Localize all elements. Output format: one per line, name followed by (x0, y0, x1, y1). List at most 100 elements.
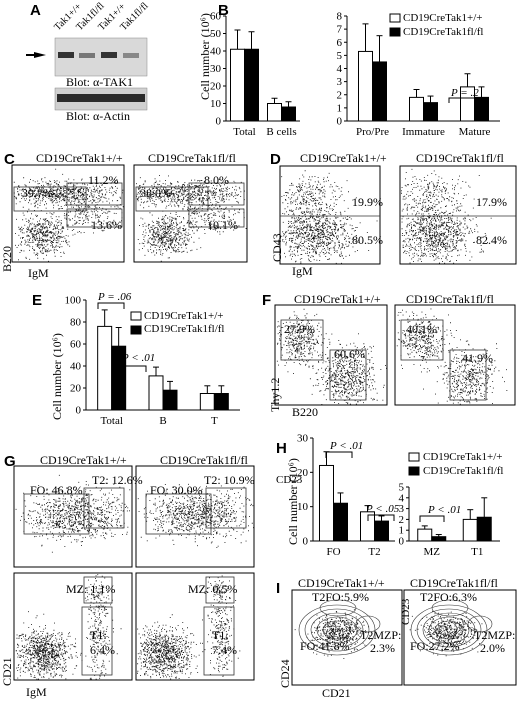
dot-cloud (40, 197, 124, 234)
plot-frame (11, 164, 125, 263)
x-axis-label: IgM (28, 266, 49, 280)
gate-percent: 7.4% (212, 643, 237, 657)
y-tick-label: 10 (297, 501, 309, 513)
gate (449, 349, 487, 401)
y-tick-label: 5 (399, 482, 405, 494)
plot-frame (399, 165, 517, 265)
dot-cloud (401, 168, 480, 220)
dot-cloud (137, 483, 254, 548)
y-tick-label: 6 (337, 37, 343, 49)
x-tick-label: Immature (402, 126, 445, 138)
gate-percent: FO:41.8% (300, 639, 350, 653)
x-tick-label: B (159, 415, 166, 427)
y-tick-label: 8 (337, 11, 343, 23)
gate-percent: 2.0% (480, 641, 505, 655)
significance-bracket (448, 97, 476, 103)
plot-frame (279, 165, 381, 265)
gate (13, 186, 87, 212)
annotation: P = .06 (98, 291, 132, 303)
gate-percent: 27.9% (284, 322, 315, 336)
gate-percent: 38.0% (140, 186, 171, 200)
y-tick-label: 40 (210, 46, 222, 58)
gate-percent: 2.3% (370, 641, 395, 655)
gate (66, 208, 123, 228)
dot-cloud (15, 203, 76, 262)
contour (304, 608, 370, 652)
dot-cloud (137, 212, 202, 262)
contour (355, 615, 381, 633)
panel-letter-i: I (276, 580, 281, 597)
contour (422, 612, 476, 648)
panel-letter-a: A (30, 2, 41, 19)
y-tick-label: 1 (399, 525, 405, 537)
significance-bracket (325, 451, 353, 458)
y-tick-label: 2 (399, 514, 405, 526)
dot-cloud (396, 308, 461, 373)
gate-percent: 82.4% (476, 233, 507, 247)
dot-cloud (421, 335, 508, 405)
column-title: CD19CreTak1fl/fl (160, 453, 248, 467)
legend-label: CD19CreTak1+/+ (403, 12, 483, 24)
legend-swatch (408, 452, 420, 462)
dot-cloud (276, 308, 334, 374)
gate-percent: 11.2% (88, 173, 119, 187)
contour (298, 604, 376, 656)
dot-cloud (409, 610, 485, 657)
gate (83, 487, 125, 529)
gate-percent: 40.1% (406, 322, 437, 336)
gate (81, 606, 113, 676)
dot-cloud (136, 175, 245, 214)
legend-swatch (389, 27, 401, 37)
contour (467, 615, 493, 633)
x-tick-label: T (211, 415, 218, 427)
annotation: P < .05 (366, 503, 400, 515)
plot-frame (394, 304, 516, 406)
contour (428, 616, 470, 644)
significance-bracket (97, 302, 125, 309)
gate-percent: FO:27.2% (410, 639, 460, 653)
panel-letter-b: B (218, 2, 229, 19)
gate (188, 182, 245, 206)
gate-percent: 80.5% (352, 233, 383, 247)
dot-cloud (401, 190, 492, 264)
legend-label: CD19CreTak1+/+ (423, 451, 503, 463)
y-tick-label: 2 (337, 89, 343, 101)
gate (83, 576, 113, 604)
y-tick-label: 1 (337, 102, 343, 114)
column-title: CD19CreTak1+/+ (298, 576, 385, 590)
y-tick-label: 7 (337, 24, 343, 36)
y-axis-label-cd23: CD23 (276, 474, 303, 486)
legend-label: CD19CreTak1fl/fl (144, 323, 225, 335)
gate-percent: 13.6% (91, 218, 122, 232)
plot-frame (274, 304, 388, 406)
dot-cloud (162, 190, 247, 239)
x-tick-label: Total (100, 415, 122, 427)
y-tick-label: 0 (303, 536, 309, 548)
significance-bracket (119, 365, 147, 372)
column-title: CD19CreTak1fl/fl (410, 576, 498, 590)
y-tick-label: 5 (337, 50, 343, 62)
x-tick-label: FO (326, 546, 340, 558)
y-tick-label: 4 (399, 492, 405, 504)
y-tick-label: 10 (210, 98, 222, 110)
contour (410, 604, 488, 656)
annotation: P < .01 (122, 352, 156, 364)
legend-swatch (408, 466, 420, 476)
column-title: CD19CreTak1fl/fl (148, 151, 236, 165)
gate-percent: 10.1% (207, 218, 238, 232)
contour (310, 612, 364, 648)
y-tick-label: 20 (210, 81, 222, 93)
column-title: CD19CreTak1fl/fl (406, 292, 494, 306)
panel-letter-c: C (4, 151, 15, 168)
dot-cloud (13, 168, 124, 214)
y-tick-label: 4 (337, 63, 343, 75)
legend-label: CD19CreTak1+/+ (144, 310, 224, 322)
legend-swatch (130, 325, 142, 335)
column-title: CD19CreTak1+/+ (36, 151, 123, 165)
y-tick-label: 20 (70, 383, 82, 395)
